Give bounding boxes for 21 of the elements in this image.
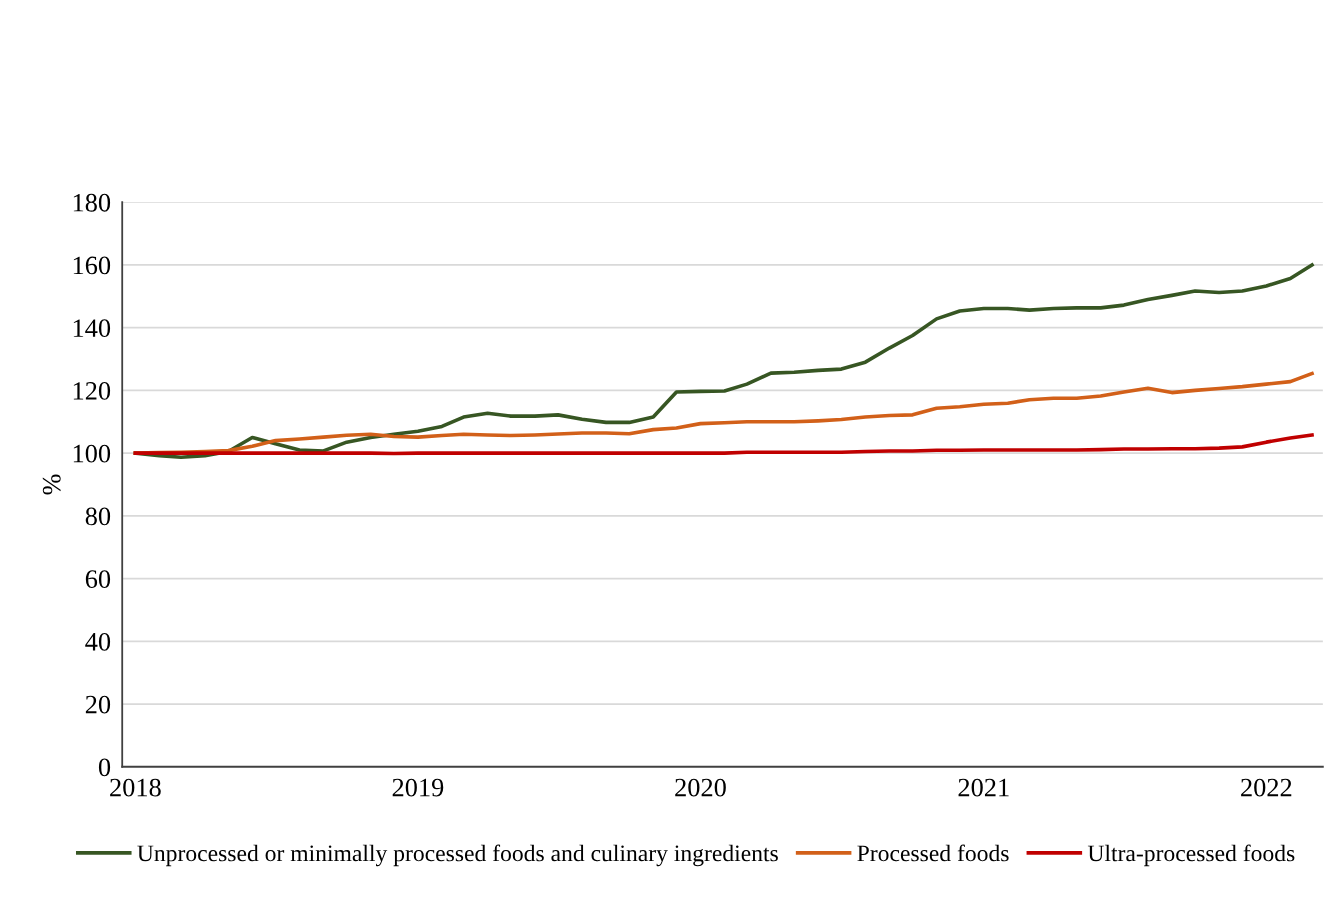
y-tick-label: 160 bbox=[73, 256, 111, 275]
x-tick-label: 2018 bbox=[110, 778, 161, 797]
x-tick-label: 2019 bbox=[392, 778, 444, 797]
y-tick-label: 180 bbox=[73, 193, 111, 212]
line-series bbox=[133, 433, 1314, 456]
y-tick-label: 0 bbox=[98, 758, 111, 777]
x-tick-label: 2021 bbox=[958, 778, 1009, 797]
y-tick-label: 80 bbox=[85, 507, 111, 526]
legend-label: Unprocessed or minimally processed foods and culinary ingredients bbox=[137, 844, 778, 867]
y-tick-label: 120 bbox=[73, 382, 111, 400]
x-tick-label: 2020 bbox=[675, 778, 726, 797]
y-tick-label: 40 bbox=[85, 632, 111, 651]
y-axis-title: % bbox=[42, 474, 61, 495]
legend-label: Ultra-processed foods bbox=[1087, 844, 1295, 867]
y-tick-label: 100 bbox=[73, 444, 111, 463]
line-series bbox=[133, 263, 1314, 460]
y-tick-label: 20 bbox=[85, 695, 111, 714]
x-tick-label: 2022 bbox=[1241, 778, 1292, 797]
y-tick-label: 60 bbox=[85, 570, 111, 588]
y-tick-label: 140 bbox=[73, 319, 111, 338]
legend-label: Processed foods bbox=[857, 844, 1009, 862]
